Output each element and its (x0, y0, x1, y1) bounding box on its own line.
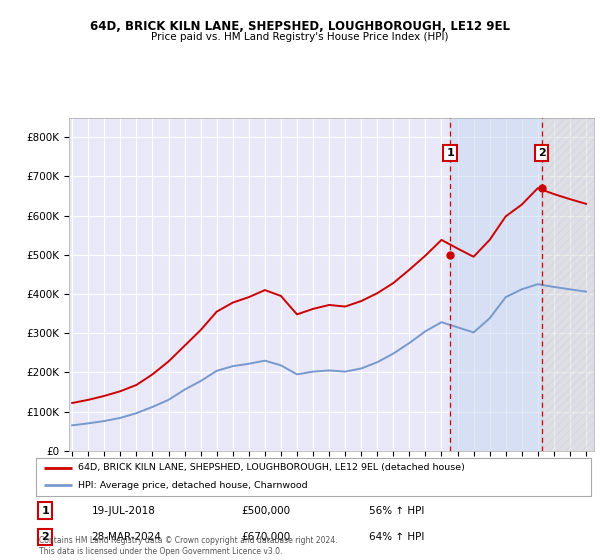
Text: £670,000: £670,000 (241, 532, 290, 542)
Text: £500,000: £500,000 (241, 506, 290, 516)
Text: 19-JUL-2018: 19-JUL-2018 (92, 506, 155, 516)
Text: 64D, BRICK KILN LANE, SHEPSHED, LOUGHBOROUGH, LE12 9EL: 64D, BRICK KILN LANE, SHEPSHED, LOUGHBOR… (90, 20, 510, 32)
Bar (450, 118, 542, 451)
Bar (542, 118, 594, 451)
Text: 1: 1 (446, 148, 454, 158)
Text: Contains HM Land Registry data © Crown copyright and database right 2024.
This d: Contains HM Land Registry data © Crown c… (39, 536, 337, 556)
Text: 56% ↑ HPI: 56% ↑ HPI (369, 506, 424, 516)
Text: Price paid vs. HM Land Registry's House Price Index (HPI): Price paid vs. HM Land Registry's House … (151, 32, 449, 43)
Text: 64% ↑ HPI: 64% ↑ HPI (369, 532, 424, 542)
Text: 64D, BRICK KILN LANE, SHEPSHED, LOUGHBOROUGH, LE12 9EL (detached house): 64D, BRICK KILN LANE, SHEPSHED, LOUGHBOR… (77, 463, 464, 472)
Text: 2: 2 (538, 148, 545, 158)
Text: HPI: Average price, detached house, Charnwood: HPI: Average price, detached house, Char… (77, 481, 307, 490)
Text: 2: 2 (41, 532, 49, 542)
Text: 28-MAR-2024: 28-MAR-2024 (92, 532, 161, 542)
Text: 1: 1 (41, 506, 49, 516)
